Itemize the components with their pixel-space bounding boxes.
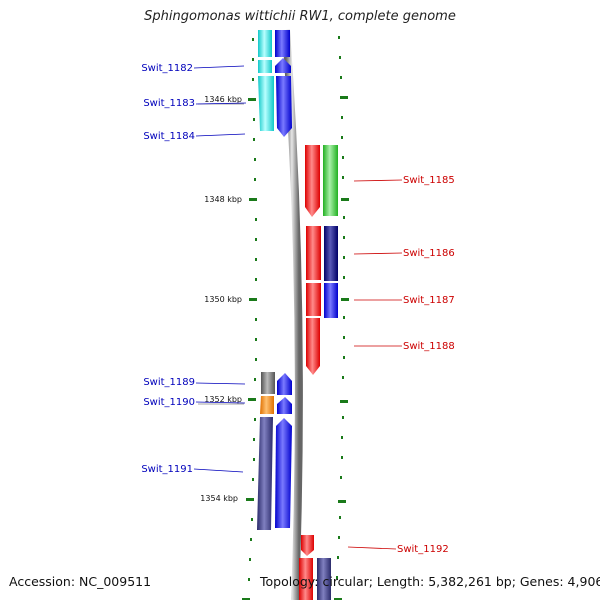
outer-ruler-major-ticks (334, 96, 349, 600)
outer-ruler-dots (336, 36, 345, 579)
accession-text: Accession: NC_009511 (9, 574, 152, 589)
gene-feature-red-swit1192-bottom[interactable] (299, 558, 313, 600)
gene-feature-navy-swit1186[interactable] (324, 226, 338, 281)
topology-text: Topology: circular; Length: 5,382,261 bp… (260, 574, 600, 589)
gene-feature-cyan-top[interactable] (258, 30, 272, 57)
gene-label-swit1188[interactable]: Swit_1188 (403, 341, 455, 352)
gene-label-swit1182[interactable]: Swit_1182 (141, 63, 193, 74)
gene-label-swit1185[interactable]: Swit_1185 (403, 175, 455, 186)
gene-feature-grey-swit1189[interactable] (261, 372, 275, 394)
gene-feature-red-swit1186[interactable] (306, 226, 321, 280)
scale-label-1354: 1354 kbp (200, 494, 238, 503)
gene-feature-green-swit1185[interactable] (323, 145, 338, 216)
gene-feature-cyan-bottom[interactable] (258, 76, 274, 131)
gene-feature-red-swit1185[interactable] (305, 145, 320, 217)
inner-ruler-major-ticks (242, 98, 257, 600)
gene-feature-blue-swit1187[interactable] (324, 283, 338, 318)
left-leader-lines (193, 65, 247, 473)
gene-feature-blue-swit1182[interactable] (275, 30, 290, 57)
genome-title: Sphingomonas wittichii RW1, complete gen… (144, 9, 456, 24)
gene-label-swit1192[interactable]: Swit_1192 (397, 544, 449, 555)
gene-label-swit1183[interactable]: Swit_1183 (143, 98, 195, 109)
gene-label-swit1187[interactable]: Swit_1187 (403, 295, 455, 306)
gene-label-swit1184[interactable]: Swit_1184 (143, 131, 195, 142)
scale-label-1352: 1352 kbp (204, 395, 242, 404)
gene-label-swit1191[interactable]: Swit_1191 (141, 464, 193, 475)
scale-label-1350: 1350 kbp (204, 295, 242, 304)
gene-feature-red-swit1192-top[interactable] (301, 535, 314, 556)
gene-label-swit1186[interactable]: Swit_1186 (403, 248, 455, 259)
gene-feature-blue-swit1183[interactable] (275, 58, 291, 73)
gene-feature-blue-swit1190[interactable] (277, 397, 292, 414)
gene-label-swit1190[interactable]: Swit_1190 (143, 397, 195, 408)
gene-feature-blue-swit1184[interactable] (276, 76, 292, 137)
right-leader-lines (347, 179, 403, 550)
gene-label-swit1189[interactable]: Swit_1189 (143, 377, 195, 388)
scale-label-1346: 1346 kbp (204, 95, 242, 104)
scale-label-1348: 1348 kbp (204, 195, 242, 204)
gene-feature-red-swit1187[interactable] (306, 283, 321, 316)
gene-feature-cyan-mid[interactable] (258, 60, 272, 73)
gene-feature-red-swit1188[interactable] (306, 318, 320, 375)
inner-ruler-dots (248, 38, 257, 581)
gene-feature-blue-swit1191[interactable] (275, 418, 292, 528)
gene-feature-slate-swit1191[interactable] (257, 417, 273, 530)
gene-feature-slate-swit1192[interactable] (317, 558, 331, 600)
gene-feature-orange-swit1190[interactable] (260, 396, 274, 414)
gene-feature-blue-swit1189[interactable] (277, 373, 292, 395)
